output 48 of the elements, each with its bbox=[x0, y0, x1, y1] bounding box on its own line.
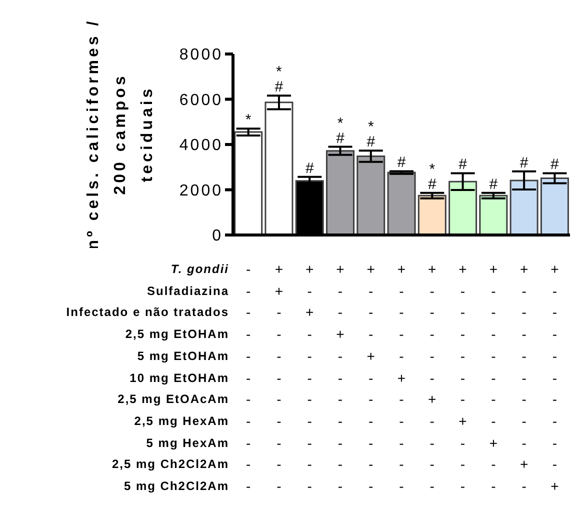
data-label: * # bbox=[428, 160, 437, 193]
bar bbox=[234, 131, 263, 235]
data-label: # bbox=[458, 156, 468, 174]
y-tick-label: 0 bbox=[212, 228, 223, 245]
bar bbox=[418, 194, 446, 235]
y-tick-label: 4000 bbox=[179, 137, 223, 154]
category-label: - - - - - - - - - - - bbox=[246, 261, 251, 494]
category-label: + - - - - - - - - - + bbox=[550, 261, 559, 494]
text: 5 mg EtOHAm bbox=[137, 348, 229, 363]
text: 2,5 mg Ch2Cl2Am bbox=[112, 457, 229, 472]
data-label: # bbox=[397, 154, 406, 172]
text: 10 mg EtOHAm bbox=[130, 370, 229, 384]
y-tick-label: 2000 bbox=[179, 182, 223, 200]
category-label: + - - - - + - - - - - bbox=[397, 261, 406, 494]
bar bbox=[479, 194, 508, 235]
data-label: * # bbox=[336, 114, 346, 147]
data-label: * # bbox=[366, 118, 376, 151]
text: Sulfadiazina bbox=[146, 284, 229, 298]
text: T. gondii bbox=[170, 262, 229, 276]
text: 5 mg Ch2Cl2Am bbox=[124, 479, 229, 493]
category-label: + + - - - - - - - - - bbox=[274, 261, 284, 494]
y-tick-label: 8000 bbox=[179, 46, 223, 64]
text: 2,5 mg HexAm bbox=[134, 414, 229, 428]
bar bbox=[326, 150, 354, 235]
data-label: * bbox=[245, 112, 252, 129]
data-label: # bbox=[489, 176, 498, 193]
bar bbox=[540, 177, 569, 235]
data-label: # bbox=[520, 154, 529, 172]
category-label: + - - - - - - + - - - bbox=[458, 261, 467, 494]
text: 5 mg HexAm bbox=[146, 436, 229, 450]
bar bbox=[264, 102, 294, 235]
bar bbox=[387, 172, 416, 235]
category-label: + - - - + - - - - - - bbox=[366, 261, 375, 494]
data-label: # bbox=[550, 156, 560, 174]
y-tick-label: 6000 bbox=[179, 92, 223, 109]
category-label: + - - + - - - - - - - bbox=[336, 261, 344, 494]
data-label: * # bbox=[274, 64, 284, 96]
data-label: # bbox=[305, 160, 314, 177]
category-label: + - + - - - - - - - - bbox=[305, 261, 314, 494]
text: 2,5 mg EtOHAm bbox=[125, 327, 229, 342]
text: 2,5 mg EtOAcAm bbox=[118, 392, 229, 406]
category-label: + - - - - - + - - - - bbox=[428, 261, 436, 494]
category-label: + - - - - - - - - + - bbox=[520, 261, 528, 494]
bar bbox=[510, 180, 538, 235]
bar bbox=[356, 156, 386, 235]
text: Infectado e não tratados bbox=[66, 305, 229, 320]
bar bbox=[448, 180, 478, 235]
category-label: + - - - - - - - + - - bbox=[489, 261, 498, 494]
